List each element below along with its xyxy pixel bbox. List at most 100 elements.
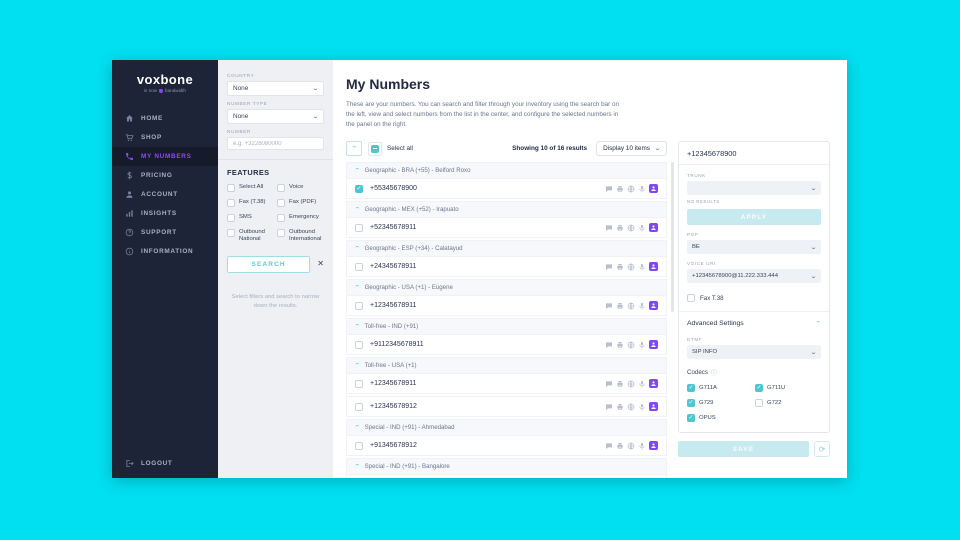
dollar-icon [125,171,134,180]
pop-select[interactable]: BE ⌄ [687,240,821,255]
checkbox[interactable] [227,199,235,207]
number-input[interactable] [227,137,324,150]
search-button[interactable]: SEARCH [227,255,311,273]
sidebar-item-home[interactable]: HOME [112,109,218,128]
chart-icon [125,209,134,218]
row-checkbox[interactable] [355,379,363,388]
codec-checkbox-item[interactable]: G711A [687,384,753,393]
checkbox[interactable] [755,384,763,393]
sidebar-item-my-numbers[interactable]: MY NUMBERS [112,147,218,166]
sidebar-item-shop[interactable]: SHOP [112,128,218,147]
mic-icon [638,185,646,193]
checkbox[interactable] [277,214,285,222]
group-header[interactable]: ⌃ Geographic - USA (+1) - Eugene [346,279,667,296]
row-checkbox[interactable] [355,340,363,349]
sidebar-item-account[interactable]: ACCOUNT [112,185,218,204]
group-header[interactable]: ⌃ Special - IND (+91) - Ahmedabad [346,419,667,436]
checkbox[interactable] [227,229,235,237]
save-button[interactable]: SAVE [678,441,809,458]
checkbox[interactable] [687,384,695,393]
checkbox[interactable] [755,399,763,408]
chevron-up-icon: ⌃ [353,463,361,470]
user-badge-icon [649,402,658,412]
select-all-control[interactable]: Select all [368,141,413,156]
feature-checkbox-item[interactable]: Fax (PDF) [277,199,324,207]
feature-checkbox-item[interactable]: Outbound International [277,229,324,244]
feature-checkbox-item[interactable]: Emergency [277,214,324,222]
checkbox[interactable] [277,229,285,237]
close-icon[interactable]: ✕ [317,259,324,269]
checkbox[interactable] [227,184,235,192]
number-row[interactable]: +12345678911 [346,373,667,395]
number-row[interactable]: +12345678912 [346,396,667,418]
number-row[interactable]: +55345678900 [346,178,667,200]
feature-checkbox-item[interactable]: Fax (T.38) [227,199,274,207]
sidebar-item-pricing[interactable]: PRICING [112,166,218,185]
numbers-list-column: ⌃ Select all Showing 10 of 16 results Di… [346,141,674,478]
checkbox[interactable] [227,214,235,222]
reset-button[interactable]: ⟳ [814,441,830,458]
mic-icon [638,403,646,411]
feature-checkbox-item[interactable]: SMS [227,214,274,222]
sidebar-item-insights[interactable]: INSIGHTS [112,204,218,223]
scrollbar[interactable] [671,162,674,313]
group-header[interactable]: ⌃ Geographic - MEX (+52) - Irapuato [346,201,667,218]
group-header[interactable]: ⌃ Special - IND (+91) - Bangalore [346,458,667,475]
fax-t38-control[interactable]: Fax T.38 [687,294,821,303]
number-type-label: NUMBER TYPE [227,101,268,106]
number-row[interactable]: +9112345678911 [346,334,667,356]
config-column: +12345678900 TRUNK ⌄ NO RESULTS APPLY PO… [678,141,830,478]
row-checkbox[interactable] [355,262,363,271]
feature-checkbox-item[interactable]: Outbound National [227,229,274,244]
voice-uri-select[interactable]: +12345678900@11.222.333.444 ⌄ [687,269,821,284]
fax-t38-checkbox[interactable] [687,294,695,303]
country-select[interactable]: None ⌄ [227,81,324,96]
feature-checkbox-item[interactable]: Select All [227,184,274,192]
apply-button[interactable]: APPLY [687,209,821,226]
advanced-settings-toggle[interactable]: Advanced Settings ⌃ [687,320,823,328]
sidebar-item-logout[interactable]: LOGOUT [112,449,218,478]
group-header[interactable]: ⌃ Toll-free - IND (+91) [346,318,667,335]
number-row[interactable] [346,474,667,478]
collapse-all-button[interactable]: ⌃ [346,141,362,157]
fax-icon [616,224,624,232]
number-row[interactable]: +52345678911 [346,217,667,239]
divider [679,311,829,313]
user-badge-icon [649,184,658,194]
row-checkbox[interactable] [355,301,363,310]
group-header[interactable]: ⌃ Geographic - ESP (+34) - Calatayud [346,240,667,257]
dtmf-select[interactable]: SIP INFO ⌄ [687,345,821,360]
row-checkbox[interactable] [355,402,363,411]
codec-checkbox-item[interactable]: G711U [755,384,821,393]
phone-number: +24345678911 [370,263,417,271]
globe-icon [627,403,635,411]
checkbox[interactable] [277,184,285,192]
phone-number: +12345678911 [370,380,417,388]
number-row[interactable]: +24345678911 [346,256,667,278]
number-type-select[interactable]: None ⌄ [227,109,324,124]
codec-checkbox-item[interactable]: OPUS [687,414,753,423]
checkbox[interactable] [687,414,695,423]
fax-icon [616,341,624,349]
codec-checkbox-item[interactable]: G729 [687,399,753,408]
row-checkbox[interactable] [355,441,363,450]
row-checkbox[interactable] [355,223,363,232]
number-row[interactable]: +12345678911 [346,295,667,317]
chevron-up-icon: ⌃ [353,424,361,431]
checkbox[interactable] [277,199,285,207]
select-all-checkbox[interactable] [371,144,379,153]
codecs-list: G711A G711U G729 G722 OPUS [687,384,821,425]
chevron-down-icon: ⌄ [653,146,662,153]
row-checkbox[interactable] [355,184,363,193]
numbers-list: ⌃ Geographic - BRA (+55) - Belford Roxo … [346,162,667,478]
group-header[interactable]: ⌃ Toll-free - USA (+1) [346,357,667,374]
sidebar-item-support[interactable]: SUPPORT [112,223,218,242]
codec-checkbox-item[interactable]: G722 [755,399,821,408]
sidebar-item-information[interactable]: INFORMATION [112,242,218,261]
group-header[interactable]: ⌃ Geographic - BRA (+55) - Belford Roxo [346,162,667,179]
number-row[interactable]: +91345678912 [346,435,667,457]
display-items-dropdown[interactable]: Display 10 items ⌄ [596,141,667,157]
trunk-select[interactable]: ⌄ [687,181,821,196]
checkbox[interactable] [687,399,695,408]
feature-checkbox-item[interactable]: Voice [277,184,324,192]
